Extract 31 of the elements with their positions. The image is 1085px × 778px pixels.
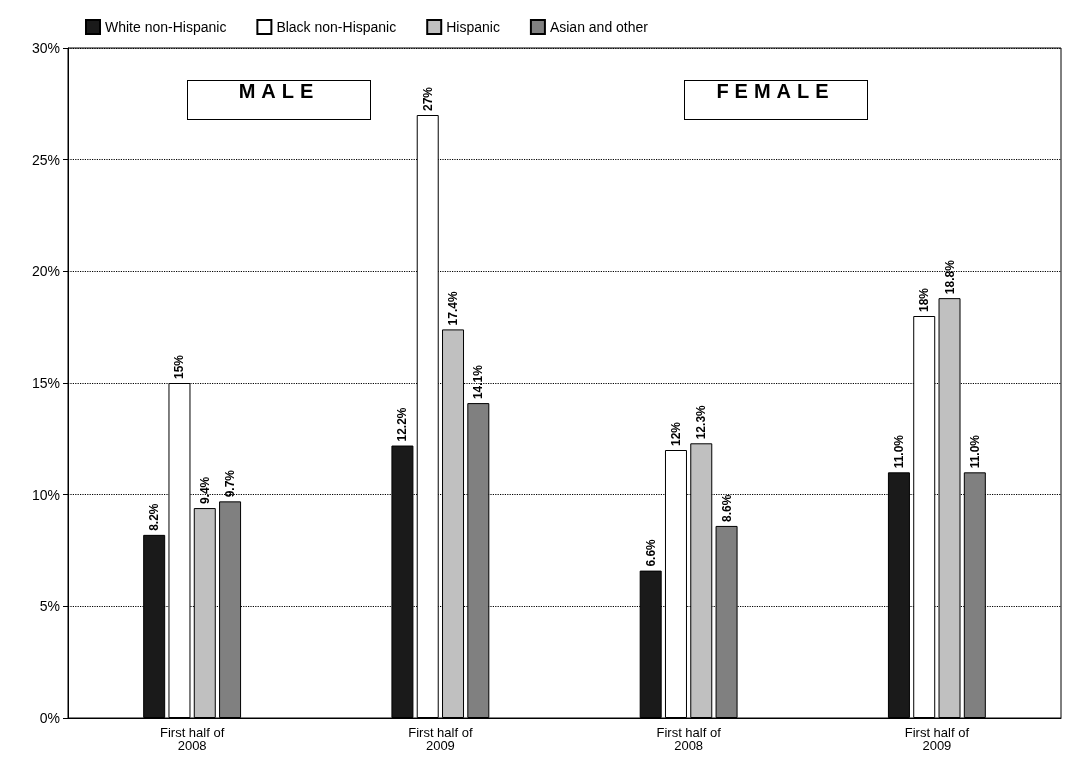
- data-label: 17.4%: [446, 291, 461, 326]
- data-label: 11.0%: [967, 434, 982, 469]
- data-label: 6.6%: [643, 538, 658, 567]
- data-label: 12.2%: [395, 407, 410, 442]
- data-label: 12.3%: [694, 404, 709, 440]
- data-label: 27%: [420, 86, 435, 111]
- data-label: 18.8%: [942, 259, 957, 295]
- data-label: 8.2%: [147, 503, 162, 531]
- y-tick-label: 25%: [31, 151, 60, 168]
- data-label: 8.6%: [719, 494, 734, 522]
- x-tick-label: First half of 2009: [904, 725, 970, 753]
- legend-label: Black non-Hispanic: [276, 19, 397, 35]
- y-tick-label: 15%: [31, 375, 60, 391]
- data-label: 12%: [668, 421, 683, 446]
- x-tick-label: First half of 2009: [408, 725, 473, 753]
- data-label: 9.4%: [197, 476, 212, 505]
- legend-label: Asian and other: [549, 19, 649, 35]
- data-label: 18%: [917, 287, 932, 312]
- legend-label: White non-Hispanic: [105, 19, 227, 35]
- data-label: 15%: [172, 354, 187, 379]
- y-tick-label: 0%: [39, 710, 60, 726]
- y-tick-label: 30%: [31, 40, 60, 56]
- y-tick-label: 20%: [31, 263, 60, 280]
- y-tick-label: 5%: [39, 598, 60, 615]
- x-tick-label: First half of 2008: [159, 725, 225, 753]
- data-label: 11.0%: [891, 434, 906, 469]
- data-label: 9.7%: [223, 469, 238, 498]
- y-tick-label: 10%: [31, 486, 60, 503]
- legend-label: Hispanic: [446, 19, 500, 35]
- data-label: 14.1%: [471, 364, 486, 400]
- x-tick-label: First half of 2008: [656, 725, 722, 753]
